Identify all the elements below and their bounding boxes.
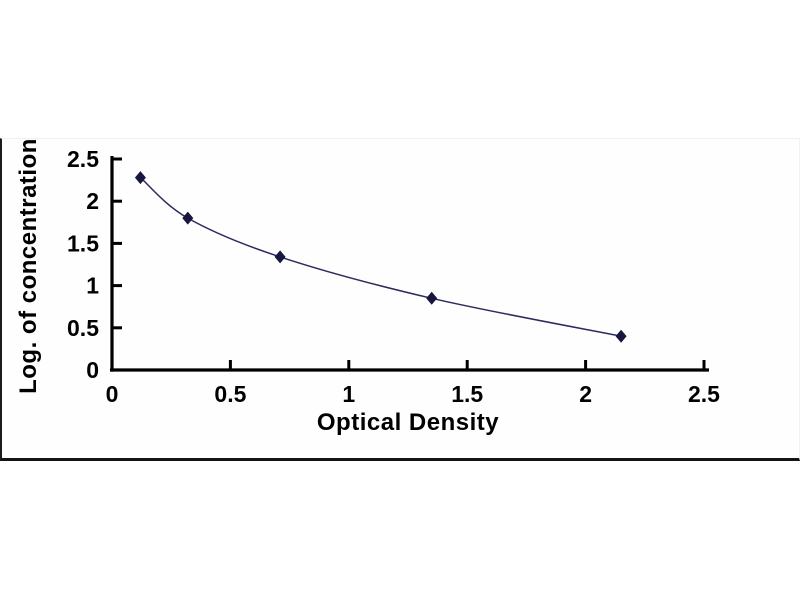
x-tick-label: 0.5 <box>214 381 246 407</box>
y-tick-label: 2 <box>86 188 99 214</box>
x-tick-label: 1.5 <box>451 381 483 407</box>
data-point-marker <box>134 171 146 185</box>
y-tick-label: 2.5 <box>67 146 99 172</box>
data-point-marker <box>274 250 286 264</box>
data-point-marker <box>426 291 438 305</box>
data-point-marker <box>182 211 194 225</box>
y-tick-label: 1 <box>86 273 99 299</box>
y-axis-title: Log. of concentration <box>15 138 42 394</box>
tick-labels: 0 0.5 1 1.5 2 2.5 0 0.5 1 1.5 2 2.5 <box>67 146 720 407</box>
plot-frame <box>0 138 800 461</box>
axes <box>110 156 709 372</box>
y-tick-label: 1.5 <box>67 230 99 256</box>
x-tick-label: 0 <box>106 381 119 407</box>
series <box>134 171 627 343</box>
x-tick-label: 2.5 <box>688 381 720 407</box>
y-tick-label: 0.5 <box>67 315 99 341</box>
x-tick-label: 2 <box>579 381 592 407</box>
y-tick-label: 0 <box>86 357 99 383</box>
data-point-marker <box>615 329 627 343</box>
x-axis-title: Optical Density <box>317 409 499 436</box>
curve-line <box>139 177 622 337</box>
tick-marks <box>112 157 706 370</box>
x-tick-label: 1 <box>342 381 355 407</box>
